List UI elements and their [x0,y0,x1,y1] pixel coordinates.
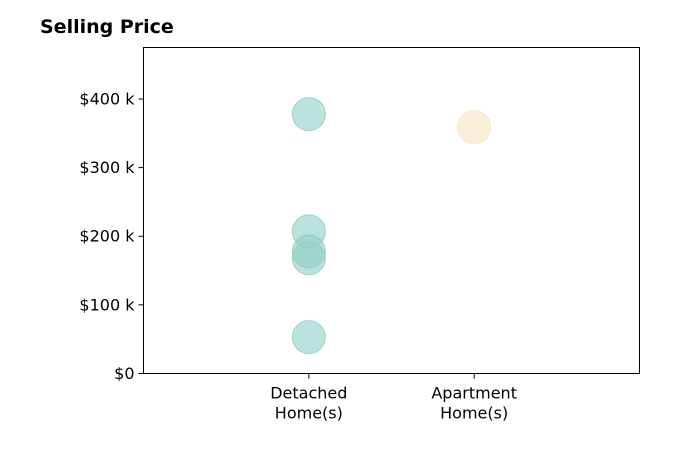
data-point-1-0 [457,110,492,145]
y-tick-label: $0 [114,364,134,383]
x-axis: Detached Home(s) Apartment Home(s) [270,373,517,423]
data-point-0-0 [291,97,326,132]
y-tick-label: $100 k [79,295,135,314]
y-tick-label: $200 k [79,227,135,246]
points-layer [291,97,492,355]
x-tick-label: Detached Home(s) [270,384,347,423]
y-tick-label: $400 k [79,89,135,108]
y-tick-label: $300 k [79,158,135,177]
chart-title: Selling Price [40,16,174,38]
plot-area-frame [143,47,640,374]
x-tick-label: Apartment Home(s) [431,384,517,423]
y-axis: $0 $100 k $200 k $300 k $400 k [79,89,144,383]
data-point-0-4 [291,320,326,355]
data-point-0-3 [291,241,326,276]
